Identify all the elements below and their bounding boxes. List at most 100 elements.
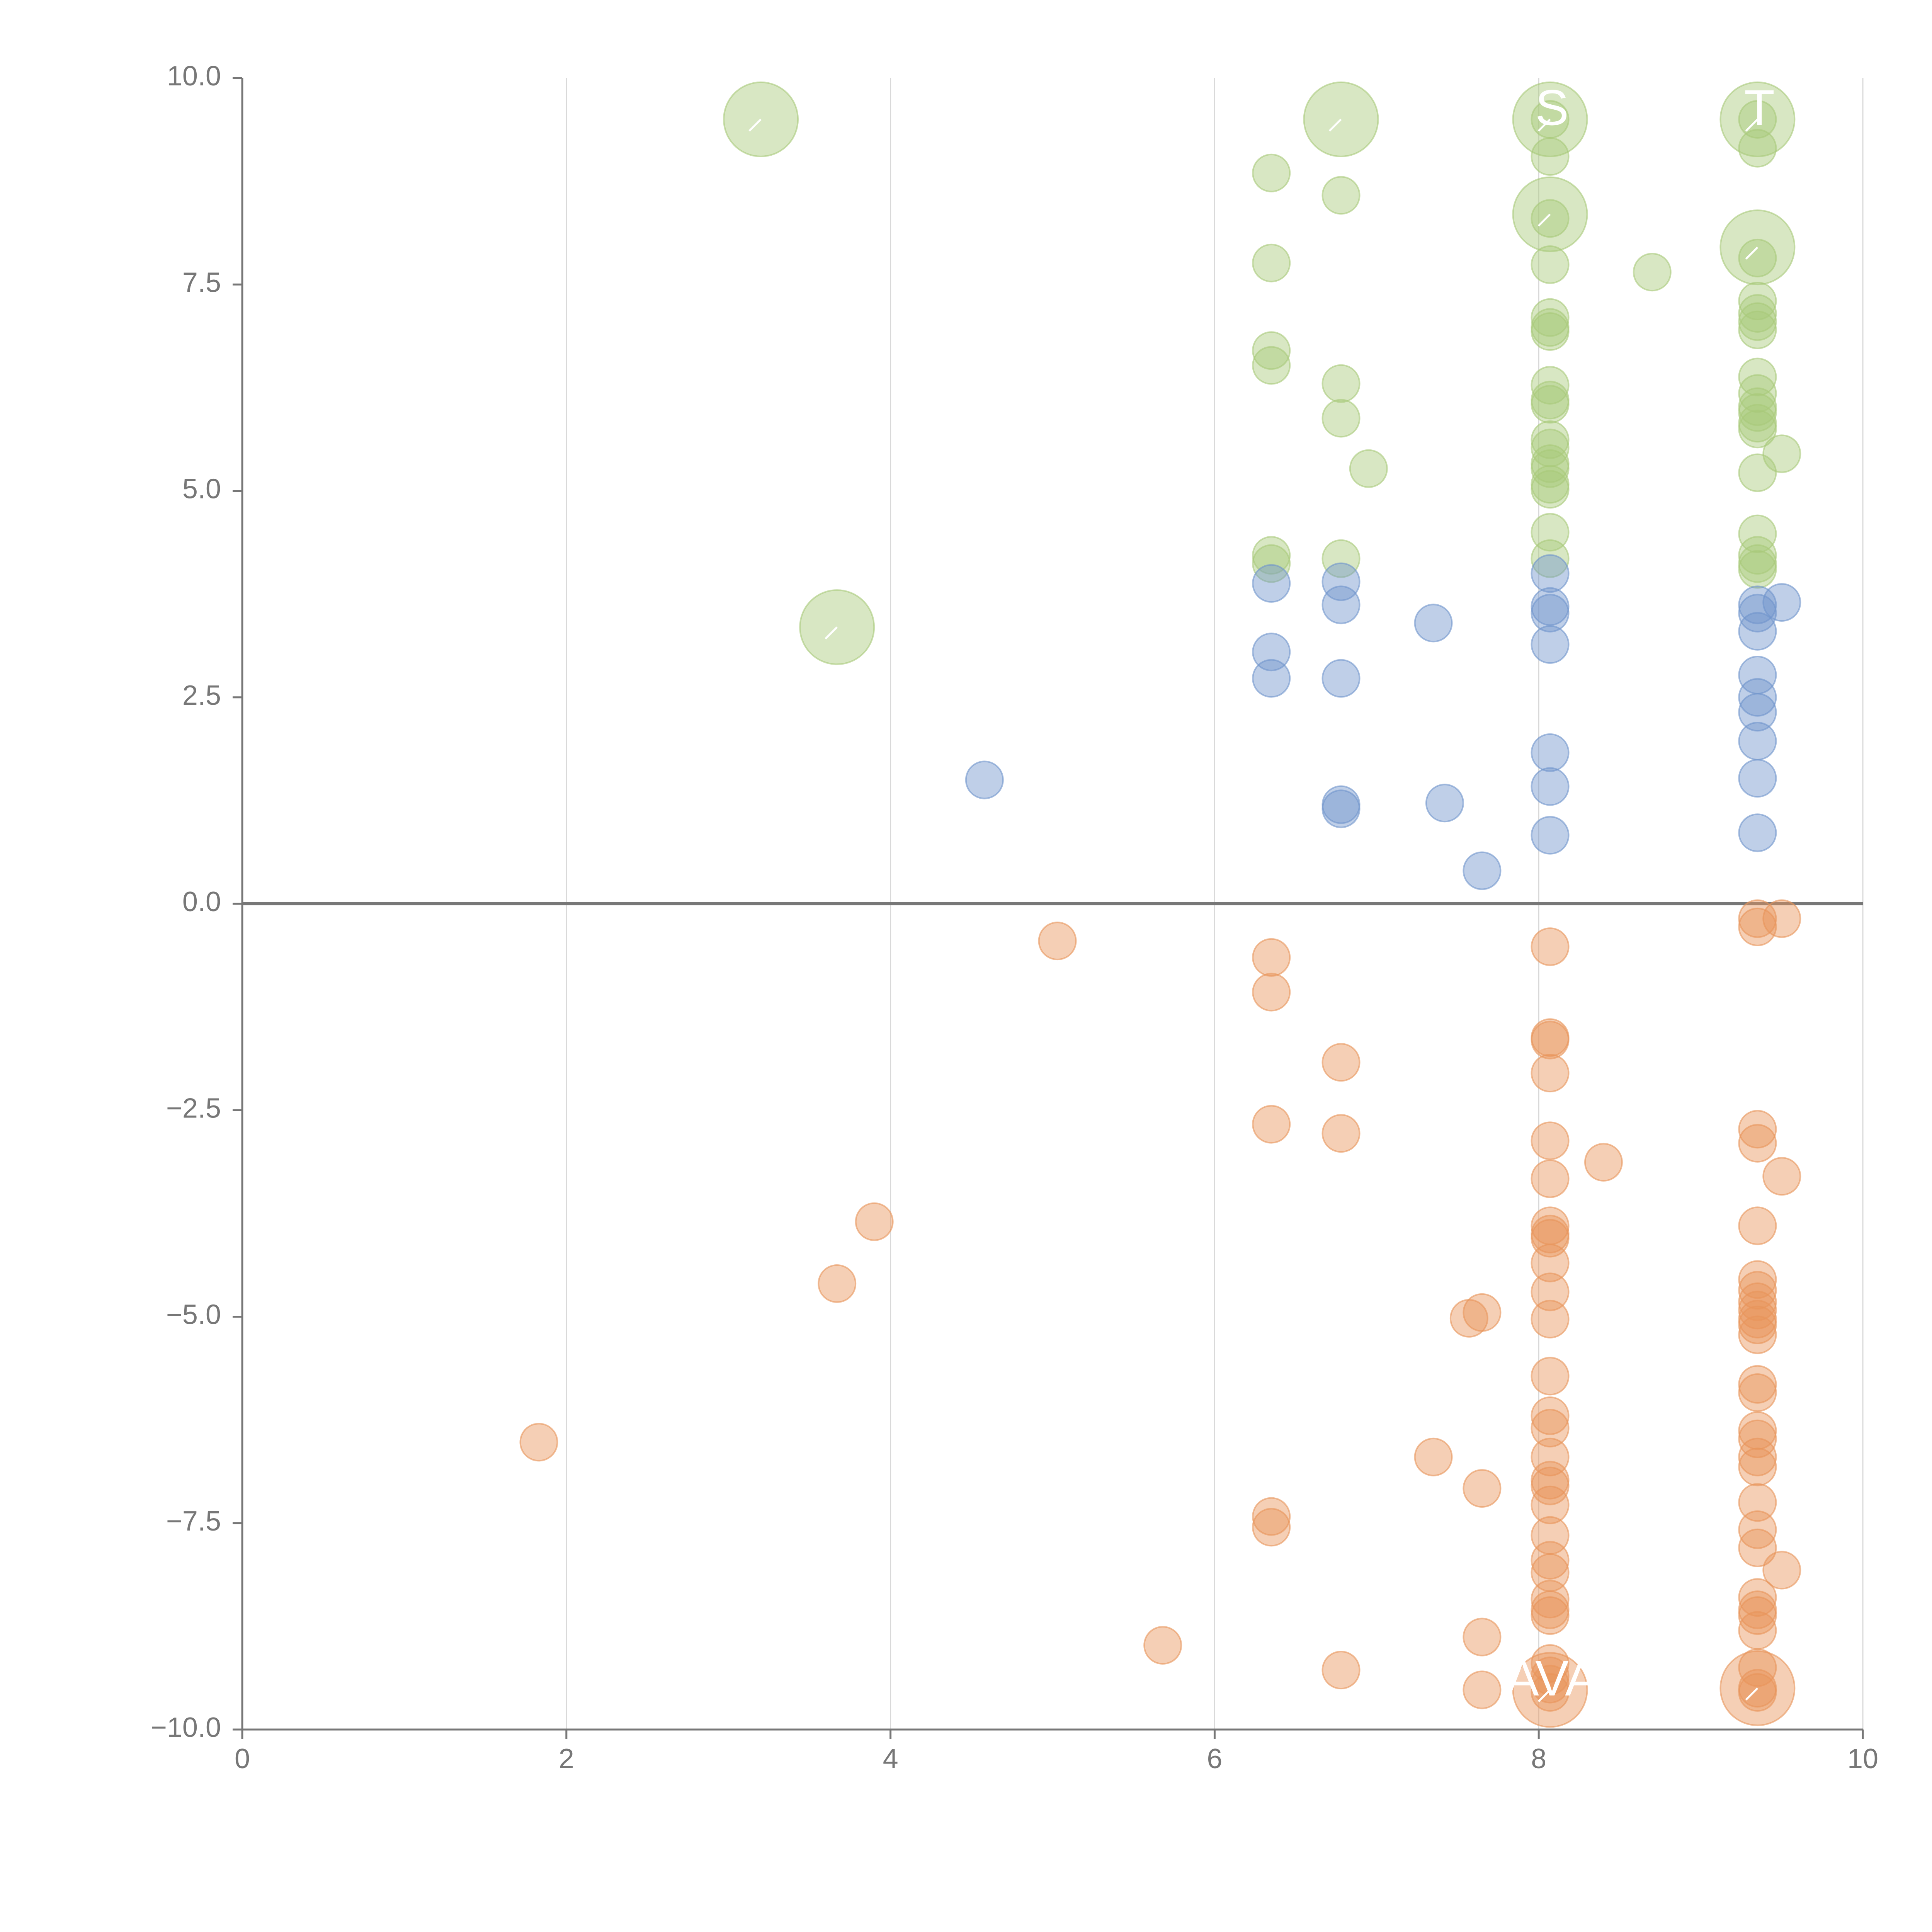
point-orange-76 — [1738, 1673, 1777, 1712]
point-orange-62 — [1738, 1373, 1777, 1412]
point-blue-11 — [1463, 851, 1502, 890]
point-green-48 — [1762, 434, 1801, 473]
x-tick-label-5: 10 — [1847, 1743, 1878, 1774]
point-orange-54 — [1738, 1260, 1777, 1299]
point-orange-51 — [1738, 1110, 1777, 1149]
y-tick-label-7: −7.5 — [166, 1506, 221, 1537]
point-orange-47 — [1531, 1673, 1570, 1712]
point-blue-2 — [1252, 633, 1291, 672]
point-blue-27 — [1738, 813, 1777, 852]
point-blue-1 — [1252, 564, 1291, 603]
point-orange-72 — [1738, 1596, 1777, 1635]
highlight-leader-2 — [1328, 119, 1342, 132]
point-blue-17 — [1531, 767, 1570, 806]
point-orange-79 — [1762, 1551, 1801, 1590]
point-green-29 — [1633, 253, 1672, 292]
point-orange-7 — [1252, 1105, 1291, 1144]
highlight-layer — [723, 81, 1796, 1728]
point-orange-33 — [1531, 1408, 1570, 1447]
point-orange-71 — [1738, 1590, 1777, 1629]
y-tick-label-4: 0.0 — [182, 886, 221, 917]
point-orange-16 — [1463, 1469, 1502, 1508]
y-tick-label-5: −2.5 — [166, 1093, 221, 1124]
point-green-2 — [1252, 331, 1291, 370]
x-tick-label-0: 0 — [235, 1743, 250, 1774]
point-green-26 — [1531, 470, 1570, 509]
point-orange-48 — [1584, 1143, 1623, 1182]
point-green-36 — [1738, 310, 1777, 349]
point-green-0 — [1252, 153, 1291, 192]
point-blue-14 — [1531, 594, 1570, 633]
point-blue-16 — [1531, 733, 1570, 772]
point-orange-8 — [1252, 1497, 1291, 1536]
point-blue-6 — [1321, 659, 1361, 698]
y-tick-label-8: −10.0 — [151, 1712, 221, 1743]
point-orange-67 — [1738, 1483, 1777, 1522]
point-orange-73 — [1738, 1611, 1777, 1650]
point-green-33 — [1738, 281, 1777, 320]
point-blue-26 — [1738, 759, 1777, 798]
point-green-40 — [1738, 393, 1777, 432]
point-blue-0 — [965, 760, 1004, 799]
point-orange-5 — [1252, 938, 1291, 977]
highlight-label-3: S — [1535, 79, 1569, 136]
point-orange-12 — [1321, 1651, 1361, 1690]
point-orange-50 — [1738, 907, 1777, 946]
point-green-47 — [1738, 550, 1777, 589]
point-orange-4 — [1143, 1626, 1182, 1665]
point-orange-2 — [855, 1202, 894, 1241]
point-green-28 — [1531, 539, 1570, 578]
point-blue-8 — [1321, 789, 1361, 828]
point-orange-3 — [1038, 922, 1077, 961]
point-blue-23 — [1738, 678, 1777, 717]
point-orange-32 — [1531, 1396, 1570, 1435]
point-green-10 — [1349, 449, 1388, 488]
highlight-leader-1 — [825, 626, 838, 639]
y-tick-label-2: 5.0 — [182, 474, 221, 505]
point-blue-28 — [1762, 583, 1801, 622]
points-layer — [519, 100, 1801, 1712]
point-green-34 — [1738, 294, 1777, 333]
point-orange-60 — [1738, 1315, 1777, 1354]
x-tick-label-2: 4 — [883, 1743, 898, 1774]
point-orange-77 — [1762, 899, 1801, 938]
point-orange-42 — [1531, 1590, 1570, 1629]
highlight-leader-6 — [1745, 247, 1759, 260]
point-green-39 — [1738, 387, 1777, 426]
point-orange-24 — [1531, 1159, 1570, 1198]
point-green-7 — [1321, 364, 1361, 403]
point-green-1 — [1252, 243, 1291, 282]
point-blue-10 — [1425, 784, 1464, 823]
point-orange-13 — [1414, 1437, 1453, 1476]
point-blue-15 — [1531, 625, 1570, 664]
point-orange-59 — [1738, 1305, 1777, 1344]
point-orange-31 — [1531, 1357, 1570, 1396]
y-tick-label-1: 7.5 — [182, 267, 221, 298]
axes-layer — [233, 77, 1864, 1739]
point-green-8 — [1321, 399, 1361, 438]
highlight-bubble-0 — [723, 81, 799, 157]
point-green-3 — [1252, 346, 1291, 385]
point-orange-53 — [1738, 1206, 1777, 1245]
highlight-leader-7 — [1537, 1689, 1551, 1702]
point-orange-45 — [1531, 1656, 1570, 1696]
point-orange-11 — [1321, 1114, 1361, 1153]
highlight-label-7: AVA — [1505, 1650, 1599, 1706]
point-orange-69 — [1738, 1528, 1777, 1567]
point-green-6 — [1321, 176, 1361, 215]
point-blue-4 — [1321, 562, 1361, 601]
point-orange-49 — [1738, 899, 1777, 938]
point-green-14 — [1531, 245, 1570, 284]
point-orange-46 — [1531, 1665, 1570, 1704]
point-orange-22 — [1531, 1054, 1570, 1093]
point-orange-43 — [1531, 1596, 1570, 1635]
highlight-leader-0 — [748, 119, 762, 132]
point-green-42 — [1738, 410, 1777, 449]
point-blue-18 — [1531, 816, 1570, 855]
point-orange-34 — [1531, 1437, 1570, 1476]
point-green-17 — [1531, 312, 1570, 351]
point-orange-55 — [1738, 1271, 1777, 1310]
point-orange-28 — [1531, 1243, 1570, 1282]
y-tick-label-6: −5.0 — [166, 1299, 221, 1330]
point-orange-23 — [1531, 1121, 1570, 1160]
